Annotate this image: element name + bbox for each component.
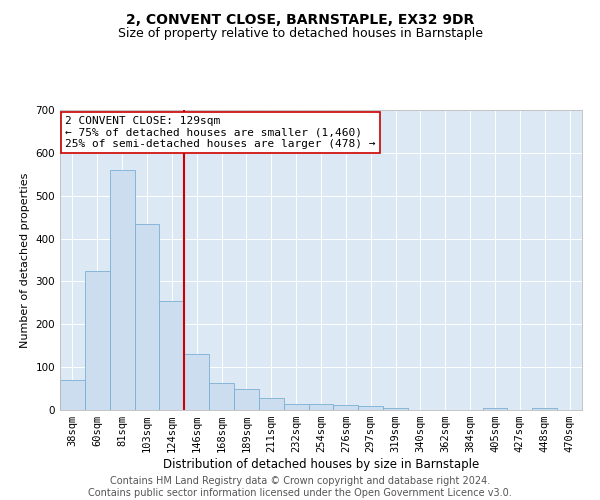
Text: 2, CONVENT CLOSE, BARNSTAPLE, EX32 9DR: 2, CONVENT CLOSE, BARNSTAPLE, EX32 9DR — [126, 12, 474, 26]
X-axis label: Distribution of detached houses by size in Barnstaple: Distribution of detached houses by size … — [163, 458, 479, 471]
Text: 2 CONVENT CLOSE: 129sqm
← 75% of detached houses are smaller (1,460)
25% of semi: 2 CONVENT CLOSE: 129sqm ← 75% of detache… — [65, 116, 376, 149]
Bar — [184, 354, 209, 410]
Bar — [259, 398, 284, 410]
Text: Size of property relative to detached houses in Barnstaple: Size of property relative to detached ho… — [118, 28, 482, 40]
Bar — [308, 404, 334, 410]
Bar — [383, 408, 408, 410]
Bar — [110, 170, 134, 410]
Bar — [284, 404, 308, 410]
Bar — [134, 224, 160, 410]
Bar — [60, 380, 85, 410]
Bar — [334, 406, 358, 410]
Bar — [85, 270, 110, 410]
Bar — [160, 300, 184, 410]
Text: Contains HM Land Registry data © Crown copyright and database right 2024.
Contai: Contains HM Land Registry data © Crown c… — [88, 476, 512, 498]
Bar — [482, 408, 508, 410]
Bar — [209, 383, 234, 410]
Bar — [358, 406, 383, 410]
Y-axis label: Number of detached properties: Number of detached properties — [20, 172, 30, 348]
Bar — [234, 388, 259, 410]
Bar — [532, 408, 557, 410]
